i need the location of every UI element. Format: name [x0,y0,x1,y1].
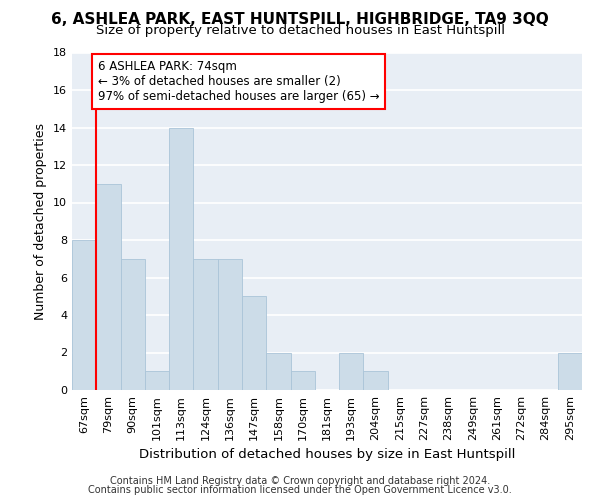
Text: 6, ASHLEA PARK, EAST HUNTSPILL, HIGHBRIDGE, TA9 3QQ: 6, ASHLEA PARK, EAST HUNTSPILL, HIGHBRID… [51,12,549,28]
Text: Contains public sector information licensed under the Open Government Licence v3: Contains public sector information licen… [88,485,512,495]
Bar [96,184,121,390]
X-axis label: Distribution of detached houses by size in East Huntspill: Distribution of detached houses by size … [139,448,515,462]
Bar [339,352,364,390]
Text: Size of property relative to detached houses in East Huntspill: Size of property relative to detached ho… [95,24,505,37]
Bar [266,352,290,390]
Bar [558,352,582,390]
Text: Contains HM Land Registry data © Crown copyright and database right 2024.: Contains HM Land Registry data © Crown c… [110,476,490,486]
Bar [218,259,242,390]
Bar [72,240,96,390]
Bar [169,128,193,390]
Bar [290,371,315,390]
Y-axis label: Number of detached properties: Number of detached properties [34,122,47,320]
Bar [145,371,169,390]
Bar [193,259,218,390]
Bar [364,371,388,390]
Bar [121,259,145,390]
Text: 6 ASHLEA PARK: 74sqm
← 3% of detached houses are smaller (2)
97% of semi-detache: 6 ASHLEA PARK: 74sqm ← 3% of detached ho… [97,60,379,103]
Bar [242,296,266,390]
